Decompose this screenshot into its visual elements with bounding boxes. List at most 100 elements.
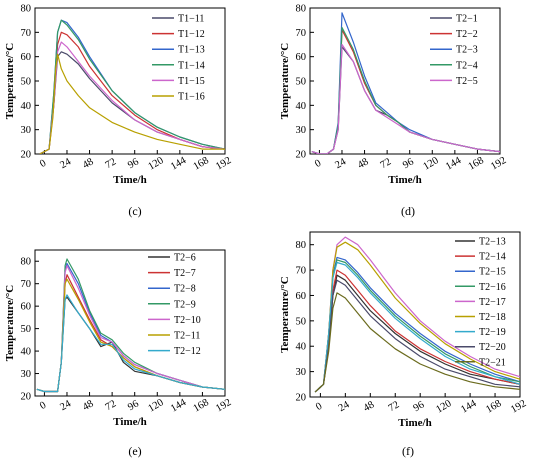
y-tick-label: 70 xyxy=(296,28,307,39)
series-line-4 xyxy=(39,19,225,154)
chart-panel-1: 0 24 48 72 96 120 144 168 192 20 30 40 50 60 70 80 Time/… xyxy=(4,4,233,219)
x-tick-label: 24 xyxy=(58,156,73,171)
y-tick-label: 30 xyxy=(296,367,307,378)
panel-label: (c) xyxy=(128,204,141,218)
y-tick-label: 80 xyxy=(296,240,307,251)
y-tick-label: 20 xyxy=(21,150,32,161)
x-tick-label: 144 xyxy=(169,397,189,415)
chart-panel-2: 0 24 48 72 96 120 144 168 192 20 30 40 50 60 70 80 Time/… xyxy=(279,4,508,219)
x-tick-label: 192 xyxy=(489,155,508,172)
panel-label: (e) xyxy=(128,444,141,458)
series-line-3 xyxy=(39,19,225,154)
y-tick-label: 40 xyxy=(21,101,32,112)
x-tick-label: 168 xyxy=(192,155,211,172)
x-tick-label: 96 xyxy=(412,399,427,414)
y-tick-label: 70 xyxy=(21,279,32,290)
panel-label: (f) xyxy=(402,444,414,458)
y-tick-label: 40 xyxy=(296,101,307,112)
x-tick-label: 96 xyxy=(401,156,416,171)
legend-label: T2−5 xyxy=(456,76,478,87)
legend-label: T2−18 xyxy=(479,312,506,323)
legend-label: T2−7 xyxy=(174,268,196,279)
legend-label: T1−14 xyxy=(178,60,205,71)
series-line-7 xyxy=(36,294,225,393)
x-tick-label: 24 xyxy=(333,156,348,171)
y-tick-label: 50 xyxy=(21,77,32,88)
series-line-6 xyxy=(39,53,225,154)
x-tick-label: 24 xyxy=(337,399,352,414)
legend: T1−11 T1−12 T1−13 T1−14 T1−15 T1−16 xyxy=(152,14,205,103)
legend: T2−13 T2−14 T2−15 T2−16 T2−17 T2−18 T2−19 T2−20… xyxy=(455,237,506,368)
series-line-8 xyxy=(314,279,520,393)
x-tick-label: 120 xyxy=(421,155,440,172)
legend-label: T2−16 xyxy=(479,282,506,293)
x-tick-label: 96 xyxy=(126,398,141,413)
legend-label: T1−12 xyxy=(178,29,205,40)
y-tick-label: 80 xyxy=(21,4,32,15)
y-tick-label: 20 xyxy=(296,393,307,404)
x-tick-label: 120 xyxy=(146,155,165,172)
legend-label: T2−2 xyxy=(456,29,478,40)
legend: T2−1 T2−2 T2−3 T2−4 T2−5 xyxy=(430,14,478,87)
y-axis-title: Temperature/°C xyxy=(279,43,291,120)
y-tick-label: 50 xyxy=(296,77,307,88)
y-tick-label: 60 xyxy=(21,52,32,63)
x-tick-label: 144 xyxy=(444,155,464,173)
y-tick-label: 40 xyxy=(296,342,307,353)
legend-label: T2−9 xyxy=(174,299,196,310)
series-line-7 xyxy=(314,261,520,393)
y-tick-label: 80 xyxy=(21,257,32,268)
x-tick-label: 0 xyxy=(313,158,323,170)
y-tick-label: 30 xyxy=(21,125,32,136)
x-axis-title: Time/h xyxy=(388,174,421,186)
x-tick-label: 192 xyxy=(509,398,528,415)
legend-label: T1−16 xyxy=(178,92,205,103)
y-tick-label: 70 xyxy=(21,28,32,39)
y-tick-label: 50 xyxy=(296,316,307,327)
y-tick-label: 20 xyxy=(296,150,307,161)
legend-label: T2−13 xyxy=(479,237,506,248)
plot-frame xyxy=(34,249,226,397)
x-tick-label: 120 xyxy=(146,397,165,414)
legend-label: T2−1 xyxy=(456,14,478,25)
x-tick-label: 168 xyxy=(192,397,211,414)
x-axis-title: Time/h xyxy=(113,174,146,186)
legend-label: T1−11 xyxy=(178,14,204,25)
x-tick-label: 192 xyxy=(214,397,233,414)
legend-label: T2−20 xyxy=(479,342,506,353)
series-line-1 xyxy=(36,296,225,393)
legend-label: T2−11 xyxy=(174,331,200,342)
legend-label: T1−13 xyxy=(178,45,205,56)
x-tick-label: 120 xyxy=(434,398,453,415)
legend-label: T2−21 xyxy=(479,357,506,368)
chart-panel-4: 0 24 48 72 96 120 144 168 192 20 30 40 50 60 70 80 Time/… xyxy=(279,231,528,458)
x-tick-label: 144 xyxy=(459,398,479,416)
panel-label: (d) xyxy=(401,204,415,218)
y-tick-label: 70 xyxy=(296,266,307,277)
y-tick-label: 80 xyxy=(296,4,307,15)
legend-label: T2−19 xyxy=(479,327,506,338)
x-tick-label: 72 xyxy=(379,156,394,171)
x-tick-label: 48 xyxy=(362,399,377,414)
x-tick-label: 0 xyxy=(38,158,48,170)
legend-label: T1−15 xyxy=(178,76,205,87)
y-tick-label: 50 xyxy=(21,324,32,335)
y-tick-label: 30 xyxy=(21,369,32,380)
x-tick-label: 168 xyxy=(484,398,503,415)
x-tick-label: 168 xyxy=(467,155,486,172)
legend-label: T2−4 xyxy=(456,60,478,71)
x-tick-label: 72 xyxy=(104,156,119,171)
legend-label: T2−12 xyxy=(174,346,201,357)
legend: T2−6 T2−7 T2−8 T2−9 T2−10 T2−11 T2−12 xyxy=(148,253,201,357)
x-tick-label: 144 xyxy=(169,155,189,173)
x-tick-label: 192 xyxy=(214,155,233,172)
x-axis-title: Time/h xyxy=(398,417,431,429)
legend-label: T2−10 xyxy=(174,315,201,326)
legend-label: T2−15 xyxy=(479,267,506,278)
y-axis-title: Temperature/°C xyxy=(279,276,291,353)
x-tick-label: 0 xyxy=(38,400,48,412)
legend-label: T2−3 xyxy=(456,45,478,56)
y-tick-label: 20 xyxy=(21,392,32,403)
legend-label: T2−8 xyxy=(174,284,196,295)
plot-frame xyxy=(309,231,521,398)
